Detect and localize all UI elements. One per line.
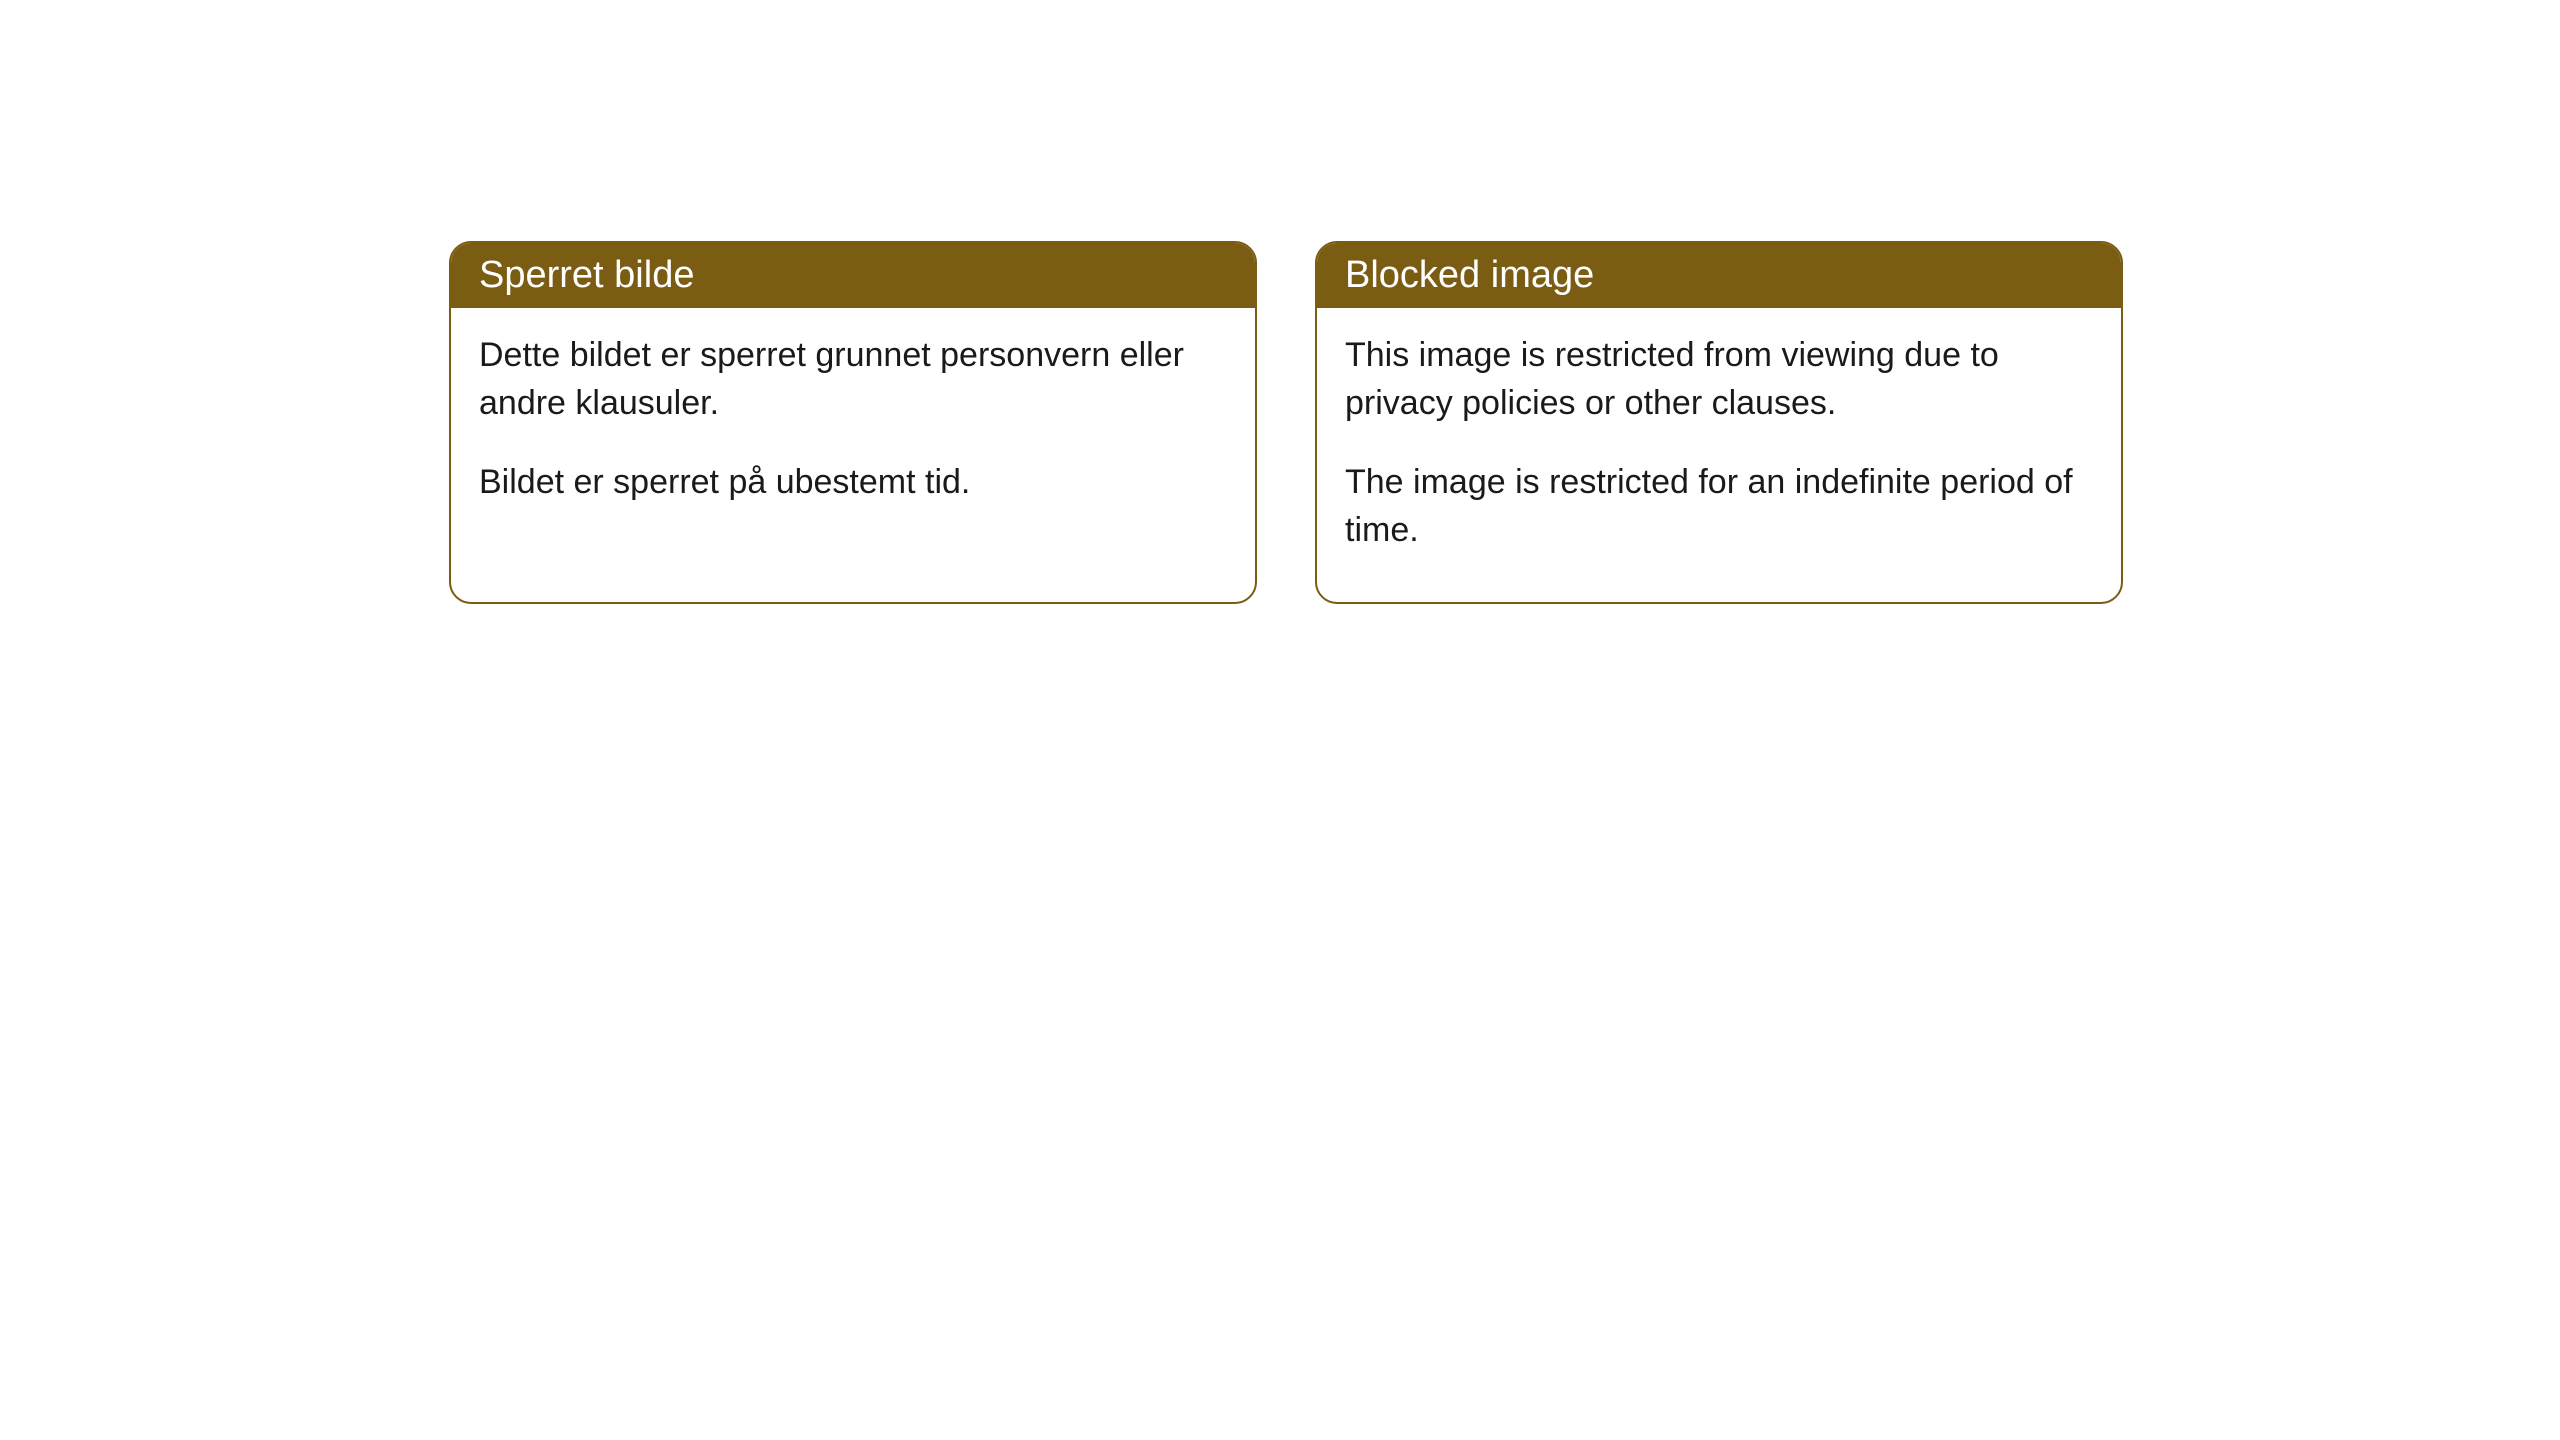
notice-paragraph-1-en: This image is restricted from viewing du… — [1345, 332, 2093, 427]
notice-paragraph-2-no: Bildet er sperret på ubestemt tid. — [479, 459, 1227, 507]
notice-cards-container: Sperret bilde Dette bildet er sperret gr… — [449, 241, 2123, 604]
card-header-en: Blocked image — [1317, 243, 2121, 308]
card-header-no: Sperret bilde — [451, 243, 1255, 308]
blocked-image-card-no: Sperret bilde Dette bildet er sperret gr… — [449, 241, 1257, 604]
notice-paragraph-1-no: Dette bildet er sperret grunnet personve… — [479, 332, 1227, 427]
blocked-image-card-en: Blocked image This image is restricted f… — [1315, 241, 2123, 604]
notice-paragraph-2-en: The image is restricted for an indefinit… — [1345, 459, 2093, 554]
card-body-en: This image is restricted from viewing du… — [1317, 308, 2121, 602]
card-body-no: Dette bildet er sperret grunnet personve… — [451, 308, 1255, 555]
